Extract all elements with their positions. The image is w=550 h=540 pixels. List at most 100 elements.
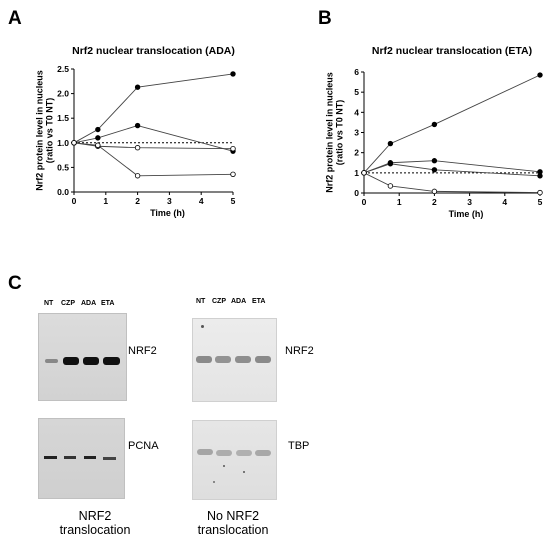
y-tick-label: 5 (354, 87, 359, 97)
series-2-point (431, 167, 438, 173)
caption-left: NRF2 translocation (40, 509, 150, 537)
lane-label-eta-right: ETA (252, 298, 266, 305)
series-0-point (134, 84, 141, 90)
series-0-point (537, 72, 543, 78)
band (216, 450, 232, 456)
chart-title: Nrf2 nuclear translocation (ADA) (72, 45, 235, 57)
y-axis-label-line: (ratio vs T0 NT) (334, 100, 344, 166)
lane-label-eta-left: ETA (101, 300, 115, 307)
y-tick-label: 0 (354, 188, 359, 198)
series-3-point (71, 140, 77, 146)
blot-nrf2-translocation (38, 313, 127, 401)
y-axis-label-line: Nrf2 protein level in nucleus (324, 72, 334, 193)
series-3-point (387, 183, 394, 189)
speck (213, 481, 215, 483)
series-2-point (537, 173, 543, 179)
chart-eta: Nrf2 nuclear translocation (ETA) 0 1 2 3 4 5 6 0… (324, 45, 543, 219)
series-1-line (73, 125, 234, 152)
series-2-point (230, 146, 236, 152)
panel-letter-c: C (8, 273, 22, 294)
blot-label-tbp: TBP (288, 440, 310, 452)
series-3-point (95, 142, 101, 148)
series-1-point (431, 158, 438, 164)
series-0-line (73, 73, 234, 144)
blot-tbp (192, 420, 277, 500)
lane-label-czp-left: CZP (61, 300, 75, 307)
panel-letter-b: B (318, 8, 332, 29)
series-2-point (134, 145, 141, 151)
band (84, 456, 96, 459)
series-1-point (134, 122, 141, 129)
series-0-point (431, 121, 438, 128)
lane-label-czp-right: CZP (212, 298, 226, 305)
series-3-line (363, 172, 541, 194)
x-tick-label: 0 (362, 197, 367, 207)
blot-pcna (38, 418, 125, 499)
blot-label-pcna: PCNA (128, 440, 159, 452)
band (255, 450, 271, 456)
y-tick-label: 1.0 (57, 138, 69, 148)
blot-label-nrf2-right: NRF2 (285, 345, 314, 357)
series-3-point (361, 170, 367, 176)
x-axis-label: Time (h) (449, 209, 484, 219)
y-tick-label: 2.0 (57, 89, 69, 99)
band (235, 356, 251, 363)
series-3-point (134, 173, 141, 179)
series-1-point (95, 135, 101, 141)
band (197, 449, 213, 455)
x-tick-label: 3 (167, 196, 172, 206)
series-0-point (230, 71, 236, 77)
chart-title: Nrf2 nuclear translocation (ETA) (372, 45, 532, 57)
x-tick-label: 5 (538, 197, 543, 207)
series-0-point (387, 140, 394, 147)
series-3-line (73, 142, 234, 177)
band (103, 357, 120, 365)
series-2-point (387, 161, 394, 167)
y-tick-label: 6 (354, 67, 359, 77)
x-tick-label: 5 (231, 196, 236, 206)
series-3-point (431, 188, 438, 195)
speck (223, 465, 225, 467)
band (45, 359, 58, 363)
speck (243, 471, 245, 473)
y-axis-label-line: Nrf2 protein level in nucleus (34, 70, 44, 191)
y-tick-label: 0.0 (57, 187, 69, 197)
band (64, 456, 76, 459)
x-tick-label: 3 (467, 197, 472, 207)
series-2-line (73, 142, 234, 150)
x-tick-label: 4 (199, 196, 204, 206)
x-tick-label: 1 (397, 197, 402, 207)
x-tick-label: 1 (103, 196, 108, 206)
x-axis-label: Time (h) (150, 208, 185, 218)
panel-letter-a: A (8, 8, 22, 29)
x-tick-label: 2 (432, 197, 437, 207)
y-tick-label: 1.5 (57, 113, 69, 123)
lane-label-nt-left: NT (44, 300, 54, 307)
y-tick-label: 2.5 (57, 64, 69, 74)
blot-label-nrf2-left: NRF2 (128, 345, 157, 357)
y-tick-label: 1 (354, 168, 359, 178)
y-axis-label: Nrf2 protein level in nucleus(ratio vs T… (324, 72, 344, 193)
caption-left-line1: NRF2 (78, 509, 112, 523)
band (236, 450, 252, 456)
blot-nrf2-no-translocation (192, 318, 277, 402)
caption-right-line1: No NRF2 (206, 509, 260, 523)
speck (201, 325, 204, 328)
series-3-point (537, 189, 543, 196)
x-tick-label: 4 (502, 197, 507, 207)
caption-right-line2: translocation (197, 523, 269, 537)
band (63, 357, 79, 365)
band (83, 357, 99, 365)
series-3-point (230, 171, 236, 177)
caption-left-line2: translocation (59, 523, 131, 537)
y-axis-label: Nrf2 protein level in nucleus(ratio vs T… (34, 70, 54, 191)
series-0-point (95, 126, 101, 133)
x-tick-label: 0 (72, 196, 77, 206)
band (215, 356, 231, 363)
series-2-line (363, 163, 541, 177)
y-tick-label: 3 (354, 128, 359, 138)
band (103, 457, 116, 460)
caption-right: No NRF2 translocation (178, 509, 288, 537)
y-tick-label: 2 (354, 148, 359, 158)
series-1-line (363, 160, 541, 174)
